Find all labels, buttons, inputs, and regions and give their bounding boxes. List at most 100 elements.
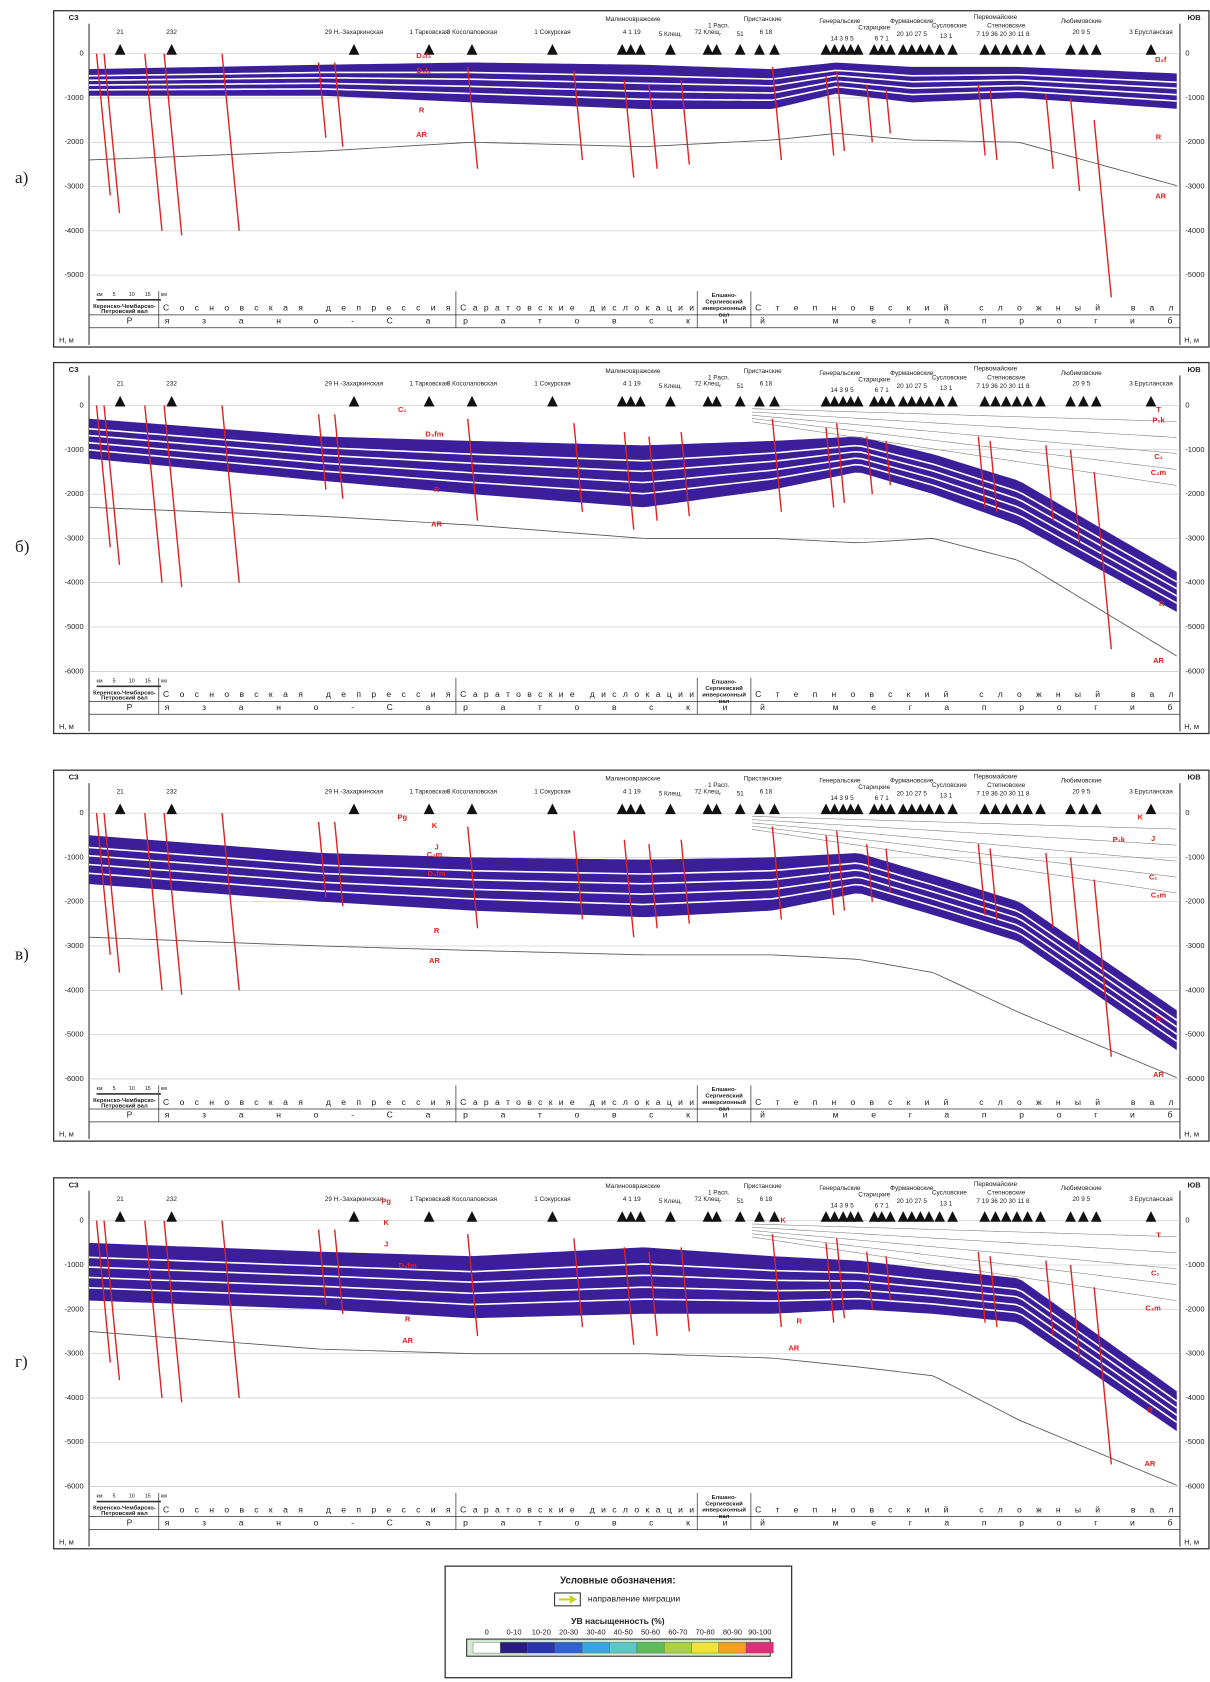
class-label: 30-40 <box>586 1628 605 1637</box>
well-marker <box>547 1211 558 1222</box>
well-label: Пристанские <box>744 16 783 23</box>
class-swatch <box>691 1642 720 1654</box>
well-label: 51 <box>737 31 745 38</box>
well-marker <box>852 1211 864 1222</box>
well-marker <box>1022 395 1034 407</box>
fault <box>989 440 998 512</box>
well-label: 232 <box>166 1196 177 1203</box>
side-se: ЮВ <box>1187 1180 1201 1189</box>
well-label: 3 Косолаповская <box>447 788 498 795</box>
unit-label: R <box>1159 599 1165 608</box>
well-label: 6 18 <box>760 1196 773 1203</box>
region-west: Петровский вал <box>101 1510 148 1517</box>
well-marker <box>897 395 909 407</box>
depth-label: -3000 <box>64 1349 83 1358</box>
well-label: 6 18 <box>760 788 773 795</box>
depth-label: -3000 <box>1185 533 1204 542</box>
well-marker <box>1022 803 1034 815</box>
scale-label: км <box>97 678 103 684</box>
depth-label: -5000 <box>64 1437 83 1446</box>
layer-stripe <box>88 863 1178 1035</box>
class-label: 40-50 <box>614 1628 633 1637</box>
side-nw: СЗ <box>69 365 79 374</box>
well-label: 1 Расп. <box>708 22 730 29</box>
fault <box>771 66 783 161</box>
well-marker <box>1000 395 1012 407</box>
unit-label: K <box>780 1216 786 1225</box>
well-label: 6 18 <box>760 381 773 388</box>
unit-label: AR <box>1153 656 1164 665</box>
fault <box>680 1247 691 1332</box>
depth-label: 0 <box>1185 49 1189 58</box>
well-marker <box>915 395 926 407</box>
class-label: 50-60 <box>641 1628 660 1637</box>
fault <box>1069 449 1081 543</box>
well-marker <box>423 1211 435 1222</box>
depth-label: -5000 <box>64 270 83 279</box>
layer-stripe <box>89 1266 1178 1409</box>
scale-label: км <box>97 1086 103 1092</box>
well-marker <box>348 43 360 55</box>
horizon <box>751 816 1177 830</box>
depth-label: -1000 <box>1185 1260 1204 1269</box>
saturation-title: УВ насыщенность (%) <box>571 1616 665 1626</box>
class-swatch <box>527 1642 556 1654</box>
fault <box>1069 1264 1081 1359</box>
region-saratov: Саратовские дислокации <box>460 689 694 699</box>
fault <box>836 71 846 152</box>
well-marker <box>702 43 714 55</box>
depth-label: -3000 <box>1185 1349 1204 1358</box>
well-label: 21 <box>117 788 125 795</box>
well-label: 3 Ерусланская <box>1129 788 1173 795</box>
layer-stripe <box>89 69 1177 84</box>
well-label: Генеральские <box>819 1185 861 1192</box>
well-marker <box>466 395 478 407</box>
horizon <box>751 1230 1177 1269</box>
well-marker <box>1011 43 1023 55</box>
depth-label: -6000 <box>1185 1482 1204 1491</box>
scale-label: 10 <box>129 678 135 684</box>
fault <box>95 813 111 955</box>
legend-frame <box>444 1565 793 1679</box>
well-label: 72 Клещ. <box>694 29 721 36</box>
unit-label: K <box>432 821 438 830</box>
class-label: 10-20 <box>532 1628 551 1637</box>
fault <box>771 1233 783 1328</box>
well-marker <box>734 803 746 815</box>
fault <box>333 414 344 499</box>
fault <box>1069 97 1081 192</box>
depth-label: -1000 <box>64 93 83 102</box>
well-label: 6 7 1 <box>875 795 890 802</box>
well-marker <box>1090 43 1102 55</box>
well-label: 7 19 36 20 30 11 8 <box>976 791 1030 798</box>
depth-label: -2000 <box>1185 489 1204 498</box>
scale-label: 5 <box>113 678 116 684</box>
well-label: 232 <box>166 788 177 795</box>
well-marker <box>734 1211 746 1222</box>
unit-label: J <box>435 842 439 851</box>
well-marker <box>845 803 857 815</box>
well-marker <box>829 43 840 55</box>
region-stepnov: Степновский сложный вал <box>755 303 1173 313</box>
well-label: 1 Сокурская <box>534 788 571 795</box>
fault <box>1045 445 1054 521</box>
well-label: Генеральские <box>819 778 861 785</box>
layer-stripe <box>88 449 1178 604</box>
fault <box>573 1238 584 1328</box>
region-saratov: Саратовские дислокации <box>460 303 694 313</box>
well-marker <box>897 1211 909 1222</box>
fault <box>163 53 183 236</box>
well-label: 51 <box>737 1198 745 1205</box>
well-label: 20 9 5 <box>1072 1196 1090 1203</box>
fault <box>163 1220 183 1403</box>
well-label: 51 <box>737 383 745 390</box>
unit-label: AR <box>1145 1459 1156 1468</box>
depth-label: -3000 <box>64 182 83 191</box>
region-elshan: Елшано- <box>712 1087 737 1093</box>
unit-label: C₁ <box>1149 872 1158 881</box>
region-elshan: Елшано- <box>712 293 737 299</box>
well-marker <box>754 803 765 815</box>
well-label: 1 Расп. <box>708 374 730 381</box>
well-marker <box>1065 803 1076 815</box>
well-marker <box>934 1211 946 1222</box>
